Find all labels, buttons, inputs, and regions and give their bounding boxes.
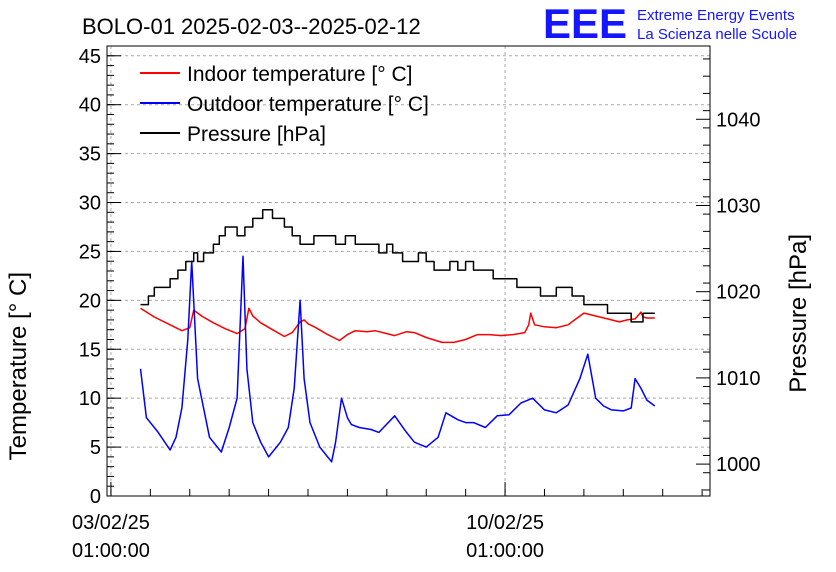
eee-logo: EEE Extreme Energy Events La Scienza nel… <box>543 0 797 47</box>
legend-label: Outdoor temperature [° C] <box>187 93 429 116</box>
y-axis-title: Temperature [° C] <box>5 272 32 460</box>
y2-tick-label: 1020 <box>716 282 761 304</box>
chart-title: BOLO-01 2025-02-03--2025-02-12 <box>82 14 421 39</box>
y-tick-label: 30 <box>79 193 101 215</box>
legend-label: Indoor temperature [° C] <box>187 63 413 86</box>
y-axis-left: 0 5 10 15 20 25 30 35 40 45 <box>79 45 121 508</box>
legend: Indoor temperature [° C] Outdoor temperat… <box>140 63 429 146</box>
y-axis-right: 1000 1010 1020 1030 1040 <box>696 58 761 491</box>
series-layer <box>139 209 656 463</box>
series-line-1 <box>140 307 655 344</box>
logo-line-1: Extreme Energy Events <box>637 7 795 24</box>
y2-tick-label: 1010 <box>716 368 761 390</box>
y-tick-label: 40 <box>79 95 101 117</box>
x-tick-date: 03/02/25 <box>72 512 150 534</box>
y-tick-label: 45 <box>79 46 101 68</box>
y-tick-label: 10 <box>79 388 101 410</box>
y-tick-label: 15 <box>79 339 101 361</box>
x-axis: 03/02/25 01:00:00 10/02/25 01:00:00 <box>72 482 703 562</box>
y2-tick-label: 1030 <box>716 195 761 217</box>
series-line-2 <box>139 255 656 463</box>
series-line-3 <box>140 209 655 323</box>
grid-lines <box>107 46 710 496</box>
legend-label: Pressure [hPa] <box>187 123 326 146</box>
logo-line-2: La Scienza nelle Scuole <box>637 26 797 43</box>
y-tick-label: 5 <box>90 437 101 459</box>
y-tick-label: 0 <box>90 486 101 508</box>
y2-tick-label: 1000 <box>716 454 761 476</box>
x-tick-time: 01:00:00 <box>72 540 150 562</box>
y2-tick-label: 1040 <box>716 109 761 131</box>
y-tick-label: 25 <box>79 241 101 263</box>
x-tick-date: 10/02/25 <box>466 512 544 534</box>
x-tick-time: 01:00:00 <box>466 540 544 562</box>
y-tick-label: 35 <box>79 144 101 166</box>
logo-mark: EEE <box>543 0 627 47</box>
y2-axis-title: Pressure [hPa] <box>785 234 812 393</box>
y-tick-label: 20 <box>79 290 101 312</box>
